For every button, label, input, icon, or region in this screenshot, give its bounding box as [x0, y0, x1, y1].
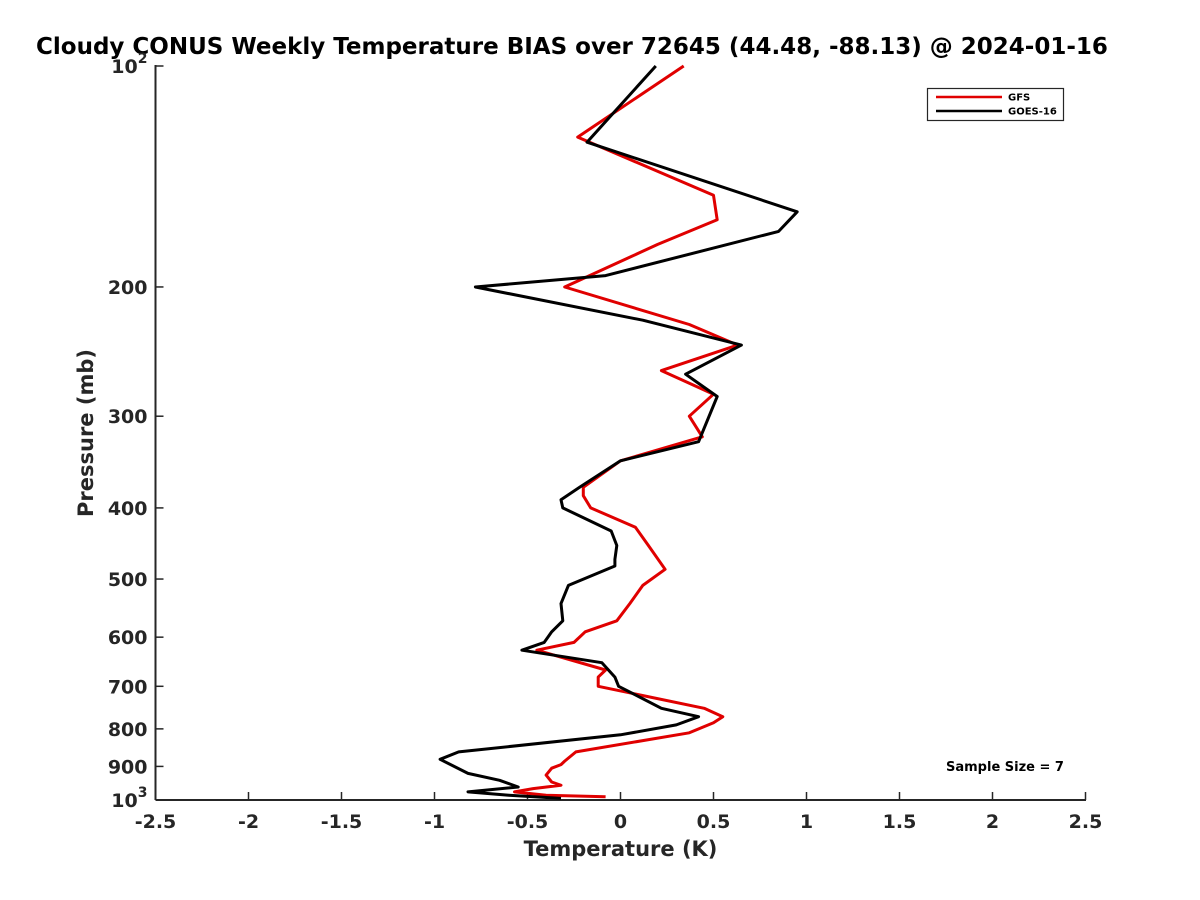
x-tick-label: 1	[800, 811, 813, 833]
y-tick-label: 300	[108, 406, 148, 428]
sample-size-annotation: Sample Size = 7	[946, 760, 1064, 775]
y-tick-exponent: 3	[138, 785, 148, 801]
y-tick-label: 103	[111, 785, 147, 812]
x-tick-label: 0.5	[697, 811, 731, 833]
series-layer	[438, 64, 799, 800]
legend-label-gfs: GFS	[1008, 93, 1030, 104]
x-ticks: -2.5 -2 -1.5 -1 -0.5 0 0.5 1 1.5 2 2.5	[135, 792, 1103, 833]
series-line-goes-16	[438, 64, 799, 800]
chart-title: Cloudy CONUS Weekly Temperature BIAS ove…	[36, 34, 1108, 60]
legend-label-goes-16: GOES-16	[1008, 107, 1057, 118]
x-axis-label: Temperature (K)	[524, 837, 718, 861]
y-tick-base: 10	[111, 56, 137, 78]
y-tick-label: 800	[108, 719, 148, 741]
y-tick-label: 500	[108, 569, 148, 591]
x-tick-label: 2.5	[1069, 811, 1103, 833]
y-tick-label: 200	[108, 277, 148, 299]
y-tick-label: 400	[108, 498, 148, 520]
x-tick-label: -0.5	[507, 811, 549, 833]
x-tick-label: -2	[238, 811, 259, 833]
y-tick-exponent: 2	[138, 51, 148, 67]
x-tick-label: -2.5	[135, 811, 177, 833]
y-tick-label: 600	[108, 627, 148, 649]
y-tick-label: 900	[108, 756, 148, 778]
x-tick-label: -1	[424, 811, 445, 833]
x-tick-label: 1.5	[883, 811, 917, 833]
x-tick-label: 2	[986, 811, 999, 833]
y-axis-label: Pressure (mb)	[74, 349, 98, 517]
x-tick-label: 0	[614, 811, 627, 833]
y-tick-base: 10	[111, 790, 137, 812]
legend-box	[926, 87, 1065, 122]
legend: GFS GOES-16	[926, 87, 1065, 122]
y-tick-label: 102	[111, 51, 147, 78]
x-tick-label: -1.5	[321, 811, 363, 833]
y-tick-label: 700	[108, 676, 148, 698]
